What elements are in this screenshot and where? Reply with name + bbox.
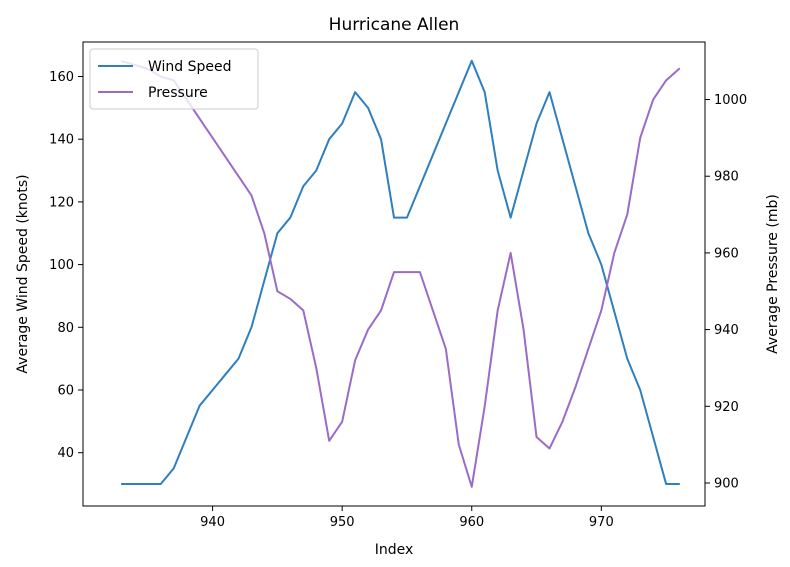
y-left-tick-label: 40 (57, 446, 74, 461)
y-left-tick-label: 160 (49, 70, 74, 85)
y-right-tick-label: 900 (714, 476, 739, 491)
y-left-tick-label: 80 (57, 321, 74, 336)
x-tick-label: 940 (200, 515, 225, 530)
y-left-tick-label: 60 (57, 384, 74, 399)
y-axis-left: 40 60 80 100 120 140 160 (49, 70, 83, 461)
y-axis-right: 900 920 940 960 980 1000 (705, 93, 747, 491)
x-tick-label: 960 (459, 515, 484, 530)
x-tick-label: 970 (589, 515, 614, 530)
chart-title: Hurricane Allen (329, 15, 460, 35)
series-line-wind-speed (120, 59, 681, 486)
y-right-tick-label: 960 (714, 246, 739, 261)
legend-label-wind-speed: Wind Speed (148, 59, 232, 75)
x-axis: 940 950 960 970 (200, 506, 614, 530)
y-left-tick-label: 120 (49, 195, 74, 210)
series-line-pressure (120, 60, 681, 488)
x-tick-label: 950 (330, 515, 355, 530)
y-right-tick-label: 1000 (714, 93, 747, 108)
legend-label-pressure: Pressure (148, 85, 208, 101)
series-layer (120, 59, 681, 488)
plot-frame (82, 41, 706, 507)
y-right-tick-label: 940 (714, 323, 739, 338)
y-right-tick-label: 980 (714, 170, 739, 185)
y-right-tick-label: 920 (714, 400, 739, 415)
y-axis-right-label: Average Pressure (mb) (765, 194, 781, 354)
y-left-tick-label: 140 (49, 133, 74, 148)
y-axis-left-label: Average Wind Speed (knots) (15, 174, 31, 373)
legend: Wind Speed Pressure (89, 48, 259, 110)
x-axis-label: Index (375, 542, 414, 558)
legend-box (89, 48, 259, 110)
y-left-tick-label: 100 (49, 258, 74, 273)
